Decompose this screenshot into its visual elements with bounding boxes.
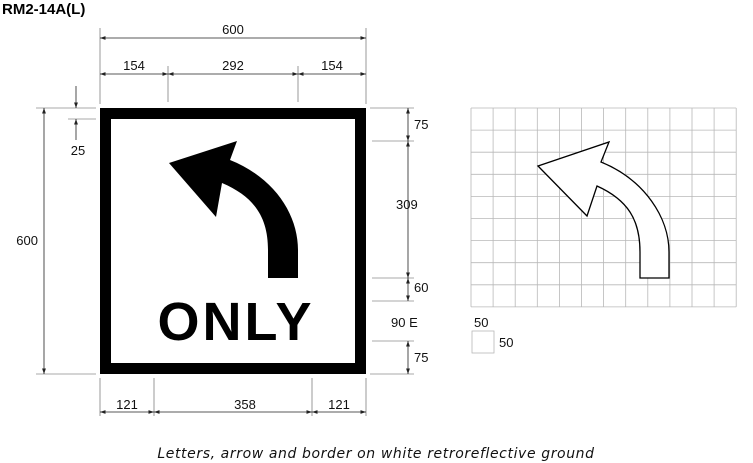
dim-overall-width: 600 bbox=[222, 22, 244, 37]
layout-grid bbox=[470, 107, 737, 308]
sign-ground bbox=[111, 119, 355, 363]
right-dimensions: 75 309 60 90 E 75 bbox=[370, 107, 428, 375]
dim-top-segment-3: 154 bbox=[321, 58, 343, 73]
dim-right-segment-3: 60 bbox=[414, 280, 428, 295]
dim-right-segment-4: 90 E bbox=[391, 315, 418, 330]
dim-right-segment-5: 75 bbox=[414, 350, 428, 365]
sign-panel: ONLY bbox=[100, 108, 366, 374]
grid-scale-cell bbox=[471, 330, 495, 354]
dim-bottom-segment-2: 358 bbox=[234, 397, 256, 412]
dim-overall-height: 600 bbox=[16, 233, 38, 248]
left-turn-arrow-icon bbox=[169, 141, 298, 278]
sign-legend-only: ONLY bbox=[157, 292, 314, 352]
dim-bottom-segment-1: 121 bbox=[116, 397, 138, 412]
top-dimensions: 600 154 292 154 bbox=[99, 22, 367, 104]
dim-bottom-segment-3: 121 bbox=[328, 397, 350, 412]
dim-top-segment-1: 154 bbox=[123, 58, 145, 73]
dim-border-width: 25 bbox=[71, 143, 85, 158]
arrow-outline-icon bbox=[536, 140, 670, 279]
dim-right-segment-2: 309 bbox=[396, 197, 418, 212]
dim-top-segment-2: 292 bbox=[222, 58, 244, 73]
left-dimensions: 600 25 bbox=[16, 86, 96, 375]
bottom-dimensions: 121 358 121 bbox=[99, 378, 367, 416]
sign-code-title: RM2-14A(L) bbox=[2, 1, 85, 18]
grid-scale-top-label: 50 bbox=[474, 315, 488, 330]
grid-scale-legend: 50 50 bbox=[471, 315, 513, 354]
caption: Letters, arrow and border on white retro… bbox=[157, 446, 594, 462]
dim-right-segment-1: 75 bbox=[414, 117, 428, 132]
grid-scale-side-label: 50 bbox=[499, 335, 513, 350]
